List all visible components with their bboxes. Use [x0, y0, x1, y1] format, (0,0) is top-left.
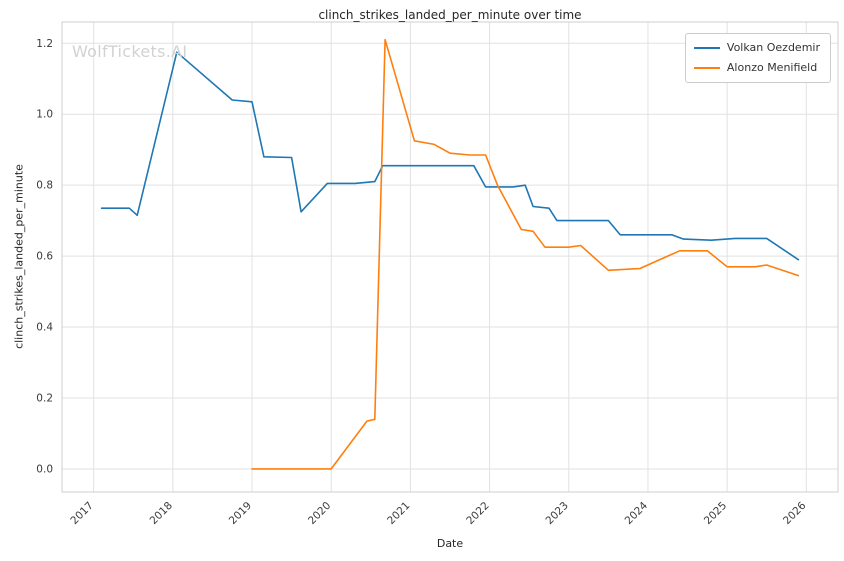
x-tick-label: 2025	[702, 500, 729, 527]
watermark: WolfTickets.AI	[72, 42, 188, 61]
series-line	[251, 38, 800, 470]
y-tick-label: 0.6	[36, 251, 53, 263]
y-tick-label: 0.8	[36, 180, 53, 192]
y-tick-label: 0.2	[36, 393, 53, 405]
x-axis-label: Date	[436, 537, 464, 550]
x-tick-label: 2024	[623, 499, 651, 527]
plot-border	[61, 21, 839, 493]
y-tick-label: 0.4	[36, 322, 53, 334]
x-tick-label: 2020	[306, 500, 333, 527]
series-line	[100, 51, 800, 261]
y-tick-label: 0.0	[36, 463, 53, 475]
x-tick-label: 2018	[148, 500, 175, 527]
x-tick-label: 2021	[385, 500, 412, 527]
legend-label: Alonzo Menifield	[726, 61, 818, 74]
x-tick-label: 2017	[68, 500, 95, 527]
y-tick-label: 1.0	[36, 109, 53, 121]
x-tick-label: 2026	[781, 499, 809, 527]
y-axis-label: clinch_strikes_landed_per_minute	[12, 164, 26, 349]
legend-label: Volkan Oezdemir	[726, 41, 820, 54]
legend-entry: Alonzo Menifield	[693, 61, 820, 74]
chart-title: clinch_strikes_landed_per_minute over ti…	[318, 8, 582, 22]
legend: Volkan Oezdemir Alonzo Menifield	[684, 33, 831, 83]
x-tick-label: 2023	[544, 500, 571, 527]
legend-line-sample-icon	[693, 66, 720, 69]
legend-entry: Volkan Oezdemir	[693, 41, 820, 54]
x-tick-label: 2022	[464, 500, 491, 527]
legend-line-sample-icon	[693, 46, 720, 49]
x-tick-label: 2019	[227, 500, 254, 527]
y-tick-label: 1.2	[36, 38, 53, 50]
